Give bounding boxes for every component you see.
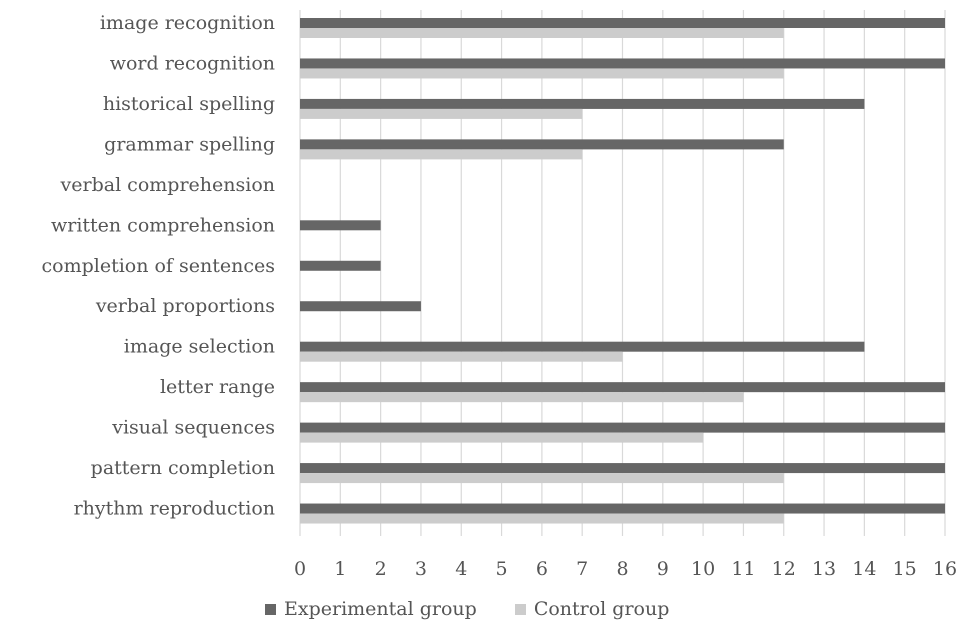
x-tick-label: 0 bbox=[294, 558, 306, 580]
bar-control bbox=[300, 68, 784, 79]
x-tick-label: 11 bbox=[731, 558, 755, 580]
bar-experimental bbox=[300, 18, 945, 28]
category-labels: image recognition word recognition histori… bbox=[41, 12, 275, 520]
bar-experimental bbox=[300, 422, 945, 433]
bar-control bbox=[300, 351, 623, 362]
bars bbox=[300, 18, 945, 524]
x-tick-label: 9 bbox=[657, 558, 669, 580]
category-label: image recognition bbox=[100, 12, 275, 34]
x-tick-label: 8 bbox=[616, 558, 628, 580]
x-tick-label: 7 bbox=[576, 558, 588, 580]
bar-control bbox=[300, 432, 704, 443]
category-label: word recognition bbox=[110, 52, 275, 74]
category-label: letter range bbox=[160, 376, 275, 398]
bar-control bbox=[300, 392, 744, 403]
x-tick-label: 15 bbox=[893, 558, 917, 580]
category-label: rhythm reproduction bbox=[74, 498, 275, 520]
x-tick-label: 1 bbox=[334, 558, 346, 580]
x-tick-label: 5 bbox=[496, 558, 508, 580]
category-label: verbal proportions bbox=[95, 295, 275, 317]
x-tick-label: 12 bbox=[772, 558, 796, 580]
bar-experimental bbox=[300, 341, 865, 352]
bar-control bbox=[300, 108, 583, 119]
bar-control bbox=[300, 473, 784, 484]
category-label: historical spelling bbox=[103, 93, 275, 115]
category-label: pattern completion bbox=[91, 457, 275, 479]
x-tick-label: 3 bbox=[415, 558, 427, 580]
legend-item-control: Control group bbox=[514, 598, 670, 620]
bar-control bbox=[300, 513, 784, 524]
legend: Experimental group Control group bbox=[265, 598, 707, 620]
legend-swatch-control bbox=[514, 603, 526, 615]
bar-experimental bbox=[300, 503, 945, 514]
bar-experimental bbox=[300, 139, 784, 150]
bar-experimental bbox=[300, 220, 381, 231]
x-tick-label: 14 bbox=[852, 558, 876, 580]
bar-experimental bbox=[300, 463, 945, 474]
category-label: written comprehension bbox=[51, 214, 275, 236]
legend-label-control: Control group bbox=[533, 598, 670, 620]
legend-swatch-experimental bbox=[265, 603, 276, 615]
category-label: completion of sentences bbox=[41, 255, 275, 277]
x-tick-labels: 0 1 2 3 4 5 6 7 8 9 10 11 12 13 14 15 16 bbox=[294, 558, 957, 580]
category-label: visual sequences bbox=[111, 417, 275, 439]
x-tick-label: 13 bbox=[812, 558, 836, 580]
category-label: image selection bbox=[124, 336, 275, 358]
category-label: grammar spelling bbox=[104, 133, 275, 155]
legend-label-experimental: Experimental group bbox=[284, 598, 477, 620]
bar-experimental bbox=[300, 382, 945, 393]
legend-item-experimental: Experimental group bbox=[265, 598, 477, 620]
bar-control bbox=[300, 28, 784, 38]
x-tick-label: 2 bbox=[375, 558, 387, 580]
gridlines bbox=[299, 10, 946, 536]
x-tick-label: 4 bbox=[455, 558, 467, 580]
x-tick-label: 6 bbox=[536, 558, 548, 580]
x-tick-label: 16 bbox=[933, 558, 957, 580]
category-label: verbal comprehension bbox=[60, 174, 275, 196]
bar-experimental bbox=[300, 260, 381, 271]
bar-control bbox=[300, 149, 583, 160]
x-tick-label: 10 bbox=[691, 558, 715, 580]
bar-experimental bbox=[300, 98, 865, 109]
bar-experimental bbox=[300, 58, 945, 69]
bar-experimental bbox=[300, 301, 421, 312]
